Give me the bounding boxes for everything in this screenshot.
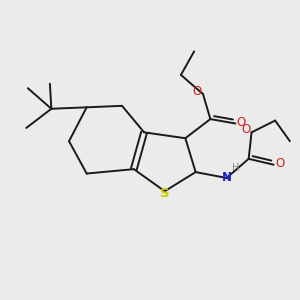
Text: O: O [236, 116, 245, 128]
Text: O: O [275, 157, 284, 170]
Text: O: O [241, 123, 250, 136]
Text: S: S [160, 187, 170, 200]
Text: N: N [222, 172, 232, 184]
Text: H: H [232, 163, 239, 173]
Text: O: O [192, 85, 201, 98]
